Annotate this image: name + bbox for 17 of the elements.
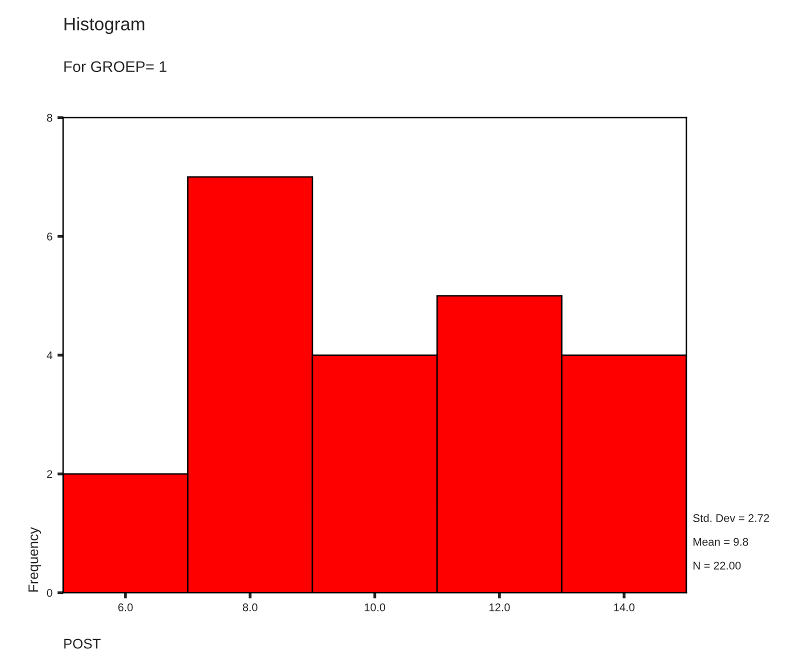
y-tick-label: 8: [47, 114, 52, 122]
text: N = 22.00: [694, 562, 741, 570]
text: Mean = 9.8: [694, 538, 748, 546]
x-tick-label: 12.0: [489, 603, 510, 612]
x-tick-label: 14.0: [614, 603, 634, 612]
y-axis-title: Frequency: [28, 527, 41, 592]
y-tick-label: 2: [47, 470, 52, 478]
y-tick-label: 6: [47, 232, 52, 241]
chart-title: Histogram: [64, 17, 144, 34]
chart-subtitle: For GROEP= 1: [64, 61, 166, 72]
x-tick-label: 8.0: [242, 603, 258, 612]
text: Std. Dev = 2.72: [693, 514, 770, 522]
x-axis-title: POST: [64, 638, 101, 649]
x-tick-label: 10.0: [364, 603, 386, 612]
y-tick-label: 0: [46, 588, 52, 597]
x-tick-label: 6.0: [118, 603, 133, 612]
y-tick-label: 4: [46, 352, 52, 360]
